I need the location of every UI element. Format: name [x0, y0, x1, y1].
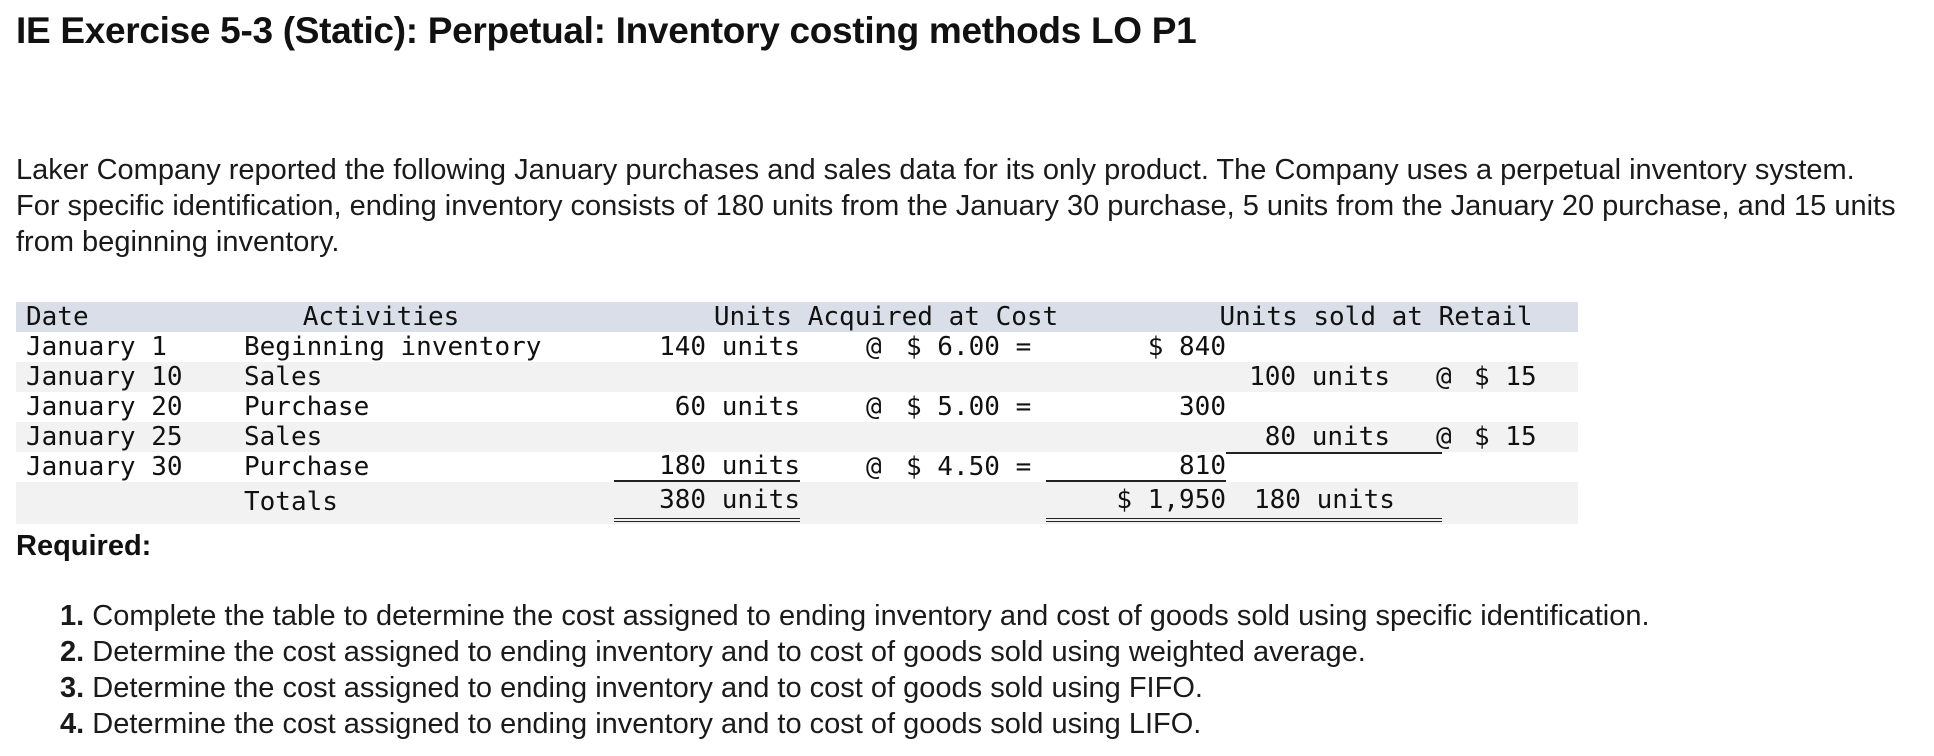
- row-units-acquired: 180 units: [614, 452, 800, 482]
- totals-row: Totals 380 units $ 1,950 180 units: [16, 482, 1578, 524]
- requirement-number: 1.: [60, 600, 85, 632]
- requirement-text: Determine the cost assigned to ending in…: [92, 636, 1366, 668]
- row-date: January 1: [26, 332, 167, 362]
- totals-units-sold: 180 units: [1226, 482, 1442, 522]
- row-activity: Sales: [244, 362, 323, 392]
- row-total-cost: 810: [1046, 452, 1226, 482]
- row-total-cost: $ 840: [1147, 332, 1226, 362]
- header-units-acquired: Units Acquired at Cost: [713, 302, 1059, 332]
- row-at-symbol-retail: @: [1436, 422, 1452, 452]
- row-at-symbol: @: [866, 332, 882, 362]
- totals-units-acquired: 380 units: [614, 482, 800, 522]
- row-units-sold: 100 units: [1249, 362, 1390, 392]
- row-units-sold: [1226, 452, 1442, 454]
- table-row: January 20 Purchase 60 units @ $ 5.00 = …: [16, 392, 1578, 422]
- requirement-number: 2.: [60, 636, 85, 668]
- row-at-symbol: @: [866, 392, 882, 422]
- row-units-acquired: 140 units: [659, 332, 800, 362]
- row-at-symbol: @: [866, 452, 882, 482]
- row-activity: Sales: [244, 422, 323, 452]
- table-row: January 25 Sales 80 units @ $ 15: [16, 422, 1578, 452]
- requirement-item: 4. Determine the cost assigned to ending…: [60, 706, 1650, 742]
- row-retail-price: $ 15: [1474, 422, 1537, 452]
- totals-label: Totals: [244, 487, 338, 517]
- requirements-list: 1. Complete the table to determine the c…: [60, 598, 1650, 742]
- row-retail-price: $ 15: [1474, 362, 1537, 392]
- page-title: IE Exercise 5-3 (Static): Perpetual: Inv…: [16, 10, 1197, 51]
- requirement-text: Determine the cost assigned to ending in…: [92, 672, 1203, 704]
- header-activities: Activities: [302, 302, 460, 332]
- required-heading: Required:: [16, 530, 152, 562]
- header-units-sold: Units sold at Retail: [1219, 302, 1533, 332]
- header-date: Date: [26, 302, 89, 332]
- row-total-cost: 300: [1179, 392, 1226, 422]
- row-unit-cost: $ 5.00 =: [906, 392, 1032, 422]
- problem-description: Laker Company reported the following Jan…: [16, 154, 1896, 258]
- row-date: January 30: [26, 452, 183, 482]
- row-date: January 10: [26, 362, 183, 392]
- requirement-text: Determine the cost assigned to ending in…: [92, 708, 1202, 740]
- row-at-symbol-retail: @: [1436, 362, 1452, 392]
- row-units-sold: 80 units: [1264, 422, 1390, 452]
- row-activity: Beginning inventory: [244, 332, 542, 362]
- row-unit-cost: $ 4.50 =: [906, 452, 1032, 482]
- requirement-item: 1. Complete the table to determine the c…: [60, 598, 1650, 634]
- row-date: January 25: [26, 422, 183, 452]
- requirement-number: 4.: [60, 708, 85, 740]
- requirement-item: 3. Determine the cost assigned to ending…: [60, 670, 1650, 706]
- requirement-number: 3.: [60, 672, 85, 704]
- table-row: January 10 Sales 100 units @ $ 15: [16, 362, 1578, 392]
- row-unit-cost: $ 6.00 =: [906, 332, 1032, 362]
- row-activity: Purchase: [244, 392, 370, 422]
- requirement-item: 2. Determine the cost assigned to ending…: [60, 634, 1650, 670]
- row-units-acquired: 60 units: [674, 392, 800, 422]
- table-header-row: Date Activities Units Acquired at Cost U…: [16, 302, 1578, 332]
- table-row: January 30 Purchase 180 units @ $ 4.50 =…: [16, 452, 1578, 482]
- inventory-table: Date Activities Units Acquired at Cost U…: [16, 302, 1578, 524]
- table-row: January 1 Beginning inventory 140 units …: [16, 332, 1578, 362]
- row-activity: Purchase: [244, 452, 370, 482]
- row-date: January 20: [26, 392, 183, 422]
- requirement-text: Complete the table to determine the cost…: [92, 600, 1650, 632]
- totals-total-cost: $ 1,950: [1046, 482, 1226, 522]
